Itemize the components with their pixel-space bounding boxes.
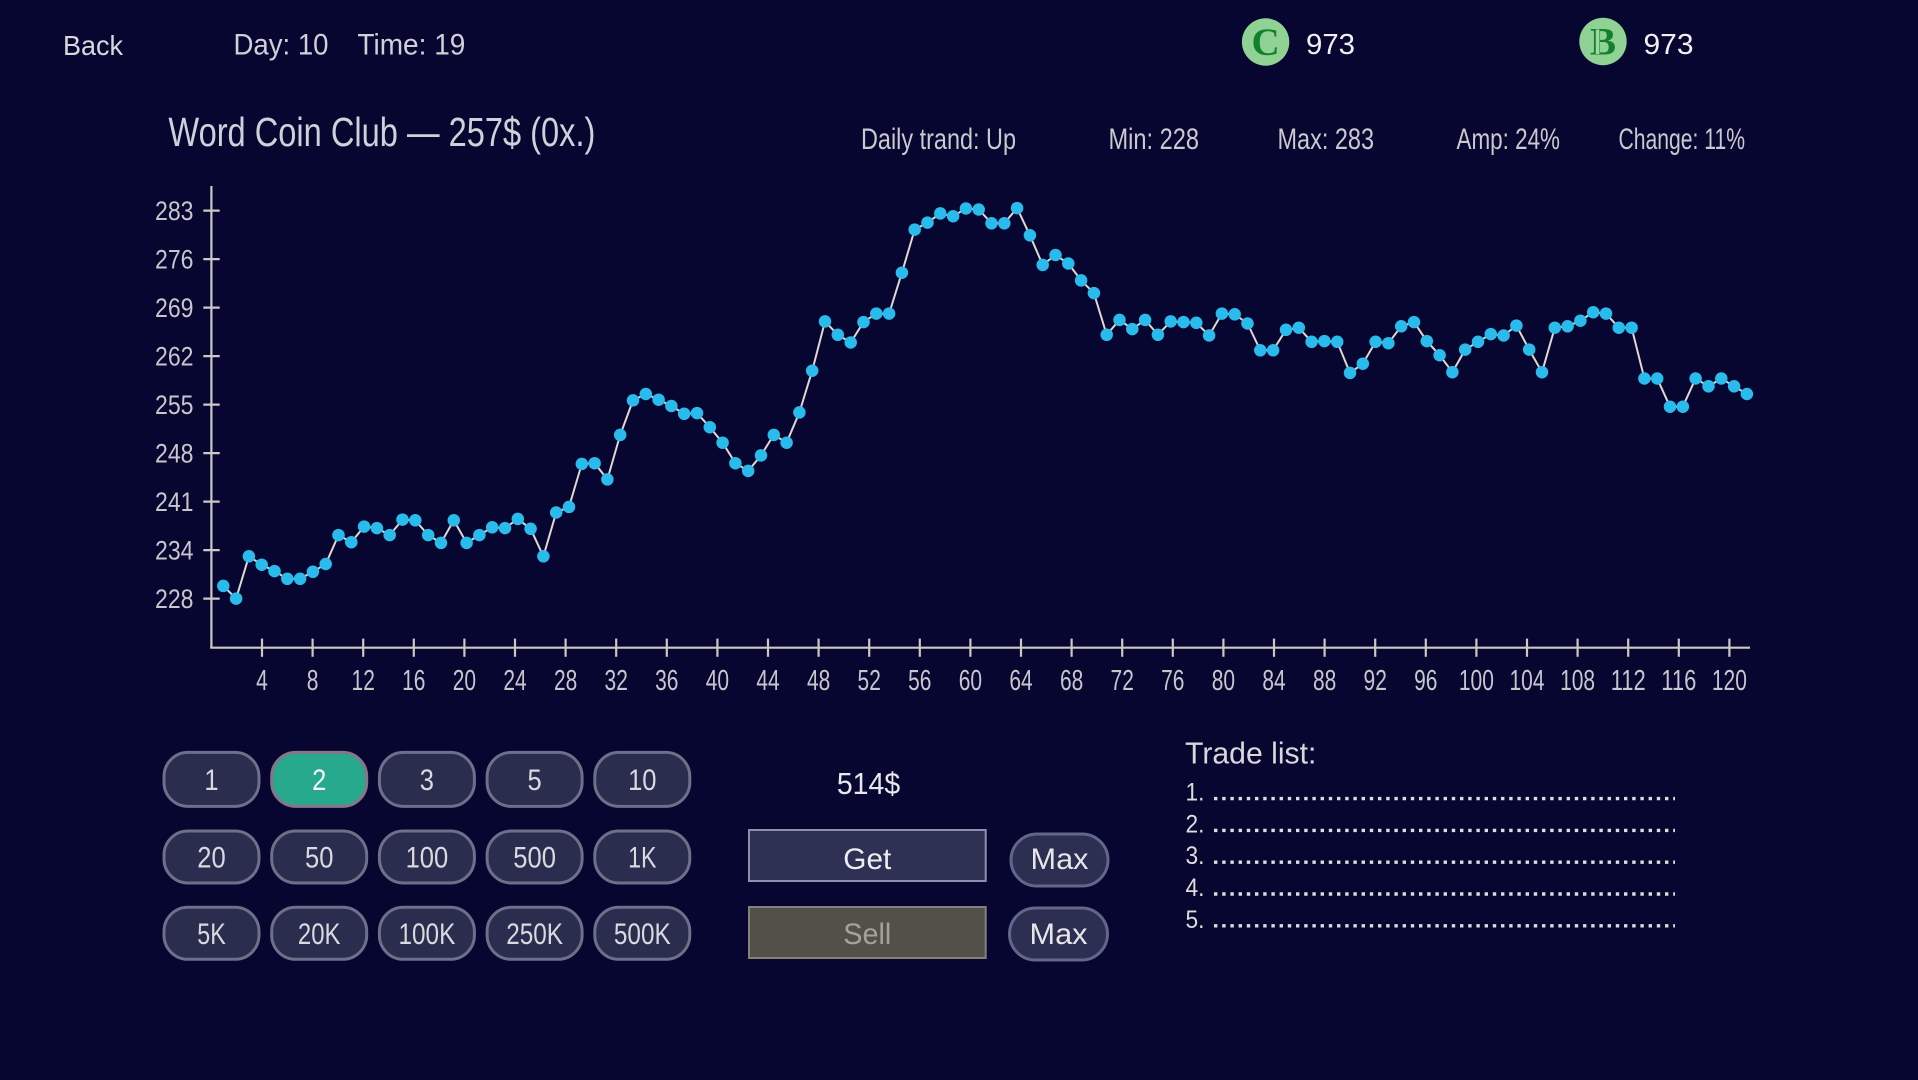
- svg-text:48: 48: [807, 665, 830, 697]
- svg-text:B: B: [1590, 21, 1616, 64]
- svg-text:96: 96: [1414, 665, 1437, 697]
- svg-text:116: 116: [1661, 665, 1696, 697]
- svg-text:Amp: 24%: Amp: 24%: [1457, 123, 1561, 156]
- svg-text:5: 5: [528, 764, 542, 797]
- svg-text:Min: 228: Min: 228: [1109, 123, 1200, 156]
- svg-text:269: 269: [155, 293, 194, 323]
- svg-text:52: 52: [858, 665, 881, 697]
- svg-text:500K: 500K: [614, 918, 671, 951]
- svg-text:68: 68: [1060, 665, 1083, 697]
- svg-text:12: 12: [352, 665, 375, 697]
- svg-text:20: 20: [197, 842, 225, 875]
- svg-text:1.: 1.: [1186, 779, 1205, 807]
- svg-text:1: 1: [204, 764, 218, 797]
- svg-text:5K: 5K: [197, 918, 225, 951]
- svg-text:24: 24: [503, 665, 526, 697]
- svg-text:3.: 3.: [1186, 842, 1205, 870]
- svg-text:262: 262: [155, 342, 194, 372]
- svg-text:2: 2: [312, 764, 326, 797]
- svg-text:4.: 4.: [1186, 874, 1205, 902]
- svg-text:20K: 20K: [298, 918, 341, 951]
- svg-text:Get: Get: [843, 843, 892, 876]
- svg-text:10: 10: [628, 764, 656, 797]
- svg-text:2.: 2.: [1186, 810, 1205, 838]
- svg-text:60: 60: [959, 665, 982, 697]
- svg-text:108: 108: [1560, 665, 1595, 697]
- svg-text:100K: 100K: [399, 918, 456, 951]
- svg-text:120: 120: [1712, 665, 1747, 697]
- svg-text:Change: 11%: Change: 11%: [1619, 123, 1746, 156]
- svg-text:104: 104: [1510, 665, 1545, 697]
- svg-text:Max: 283: Max: 283: [1278, 123, 1375, 156]
- svg-text:3: 3: [420, 764, 434, 797]
- svg-text:250K: 250K: [506, 918, 563, 951]
- svg-text:4: 4: [256, 665, 268, 697]
- svg-text:Trade list:: Trade list:: [1185, 736, 1316, 770]
- svg-text:112: 112: [1611, 665, 1646, 697]
- svg-text:100: 100: [1459, 665, 1494, 697]
- svg-text:Time: 19: Time: 19: [357, 29, 465, 62]
- svg-text:5.: 5.: [1186, 906, 1205, 934]
- svg-text:255: 255: [155, 390, 194, 420]
- svg-text:234: 234: [155, 536, 194, 566]
- svg-text:514$: 514$: [837, 766, 900, 801]
- svg-text:973: 973: [1306, 29, 1355, 61]
- svg-text:44: 44: [756, 665, 779, 697]
- svg-text:50: 50: [305, 842, 333, 875]
- svg-text:80: 80: [1212, 665, 1235, 697]
- svg-text:Max: Max: [1030, 918, 1088, 951]
- svg-text:228: 228: [155, 584, 194, 614]
- svg-text:40: 40: [706, 665, 729, 697]
- svg-text:Max: Max: [1031, 843, 1089, 876]
- svg-text:92: 92: [1364, 665, 1387, 697]
- svg-text:973: 973: [1644, 29, 1694, 61]
- svg-text:28: 28: [554, 665, 577, 697]
- svg-text:C: C: [1252, 21, 1280, 64]
- svg-text:1K: 1K: [628, 842, 656, 875]
- svg-text:88: 88: [1313, 665, 1336, 697]
- svg-text:500: 500: [513, 842, 556, 875]
- svg-text:Daily trand: Up: Daily trand: Up: [861, 123, 1016, 156]
- svg-text:283: 283: [155, 196, 194, 226]
- svg-text:16: 16: [402, 665, 425, 697]
- svg-text:84: 84: [1262, 665, 1285, 697]
- svg-text:248: 248: [155, 439, 194, 469]
- svg-text:Back: Back: [63, 30, 123, 61]
- svg-text:72: 72: [1111, 665, 1134, 697]
- svg-text:36: 36: [655, 665, 678, 697]
- svg-text:100: 100: [406, 842, 449, 875]
- svg-text:276: 276: [155, 245, 194, 275]
- svg-text:Sell: Sell: [843, 918, 891, 951]
- svg-text:Word Coin Club — 257$ (0x.): Word Coin Club — 257$ (0x.): [168, 109, 595, 155]
- svg-text:64: 64: [1009, 665, 1032, 697]
- svg-text:Day: 10: Day: 10: [234, 29, 329, 62]
- svg-text:20: 20: [453, 665, 476, 697]
- svg-text:241: 241: [155, 487, 194, 517]
- svg-text:8: 8: [307, 665, 319, 697]
- svg-text:76: 76: [1161, 665, 1184, 697]
- svg-text:56: 56: [908, 665, 931, 697]
- svg-text:32: 32: [605, 665, 628, 697]
